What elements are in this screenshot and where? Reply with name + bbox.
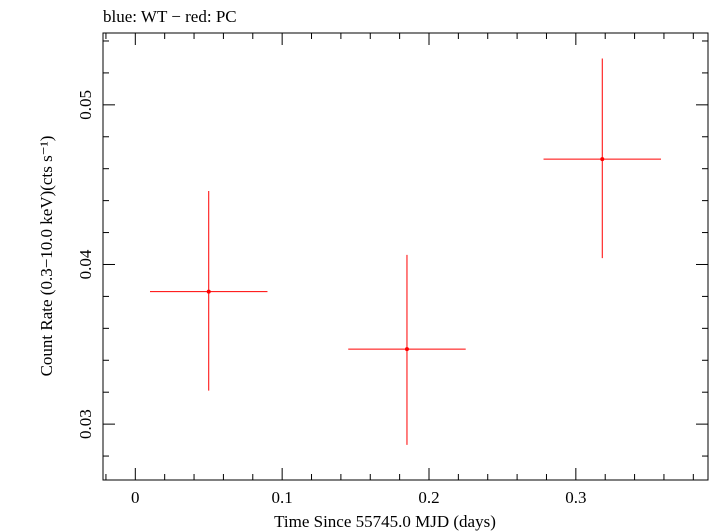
data-point-marker [404,347,409,352]
y-tick-label: 0.05 [76,90,95,120]
y-tick-label: 0.04 [76,249,95,279]
x-tick-label: 0.1 [272,488,293,507]
axis-ticks [103,33,708,480]
data-point [348,254,466,445]
x-tick-label: 0 [131,488,140,507]
data-point-marker [600,157,605,162]
x-tick-label: 0.3 [565,488,586,507]
chart-title: blue: WT − red: PC [103,7,237,26]
y-tick-label: 0.03 [76,409,95,439]
data-point [543,58,662,259]
data-point-marker [206,289,211,294]
plot-frame [102,32,709,481]
y-axis-label: Count Rate (0.3−10.0 keV)(cts s⁻¹) [37,136,56,377]
data-point [149,191,268,391]
x-axis-label: Time Since 55745.0 MJD (days) [274,512,496,531]
data-points [149,58,662,445]
axis-tick-labels: 0 0.1 0.2 0.3 0.03 0.04 0.05 [76,90,586,507]
x-tick-label: 0.2 [418,488,439,507]
